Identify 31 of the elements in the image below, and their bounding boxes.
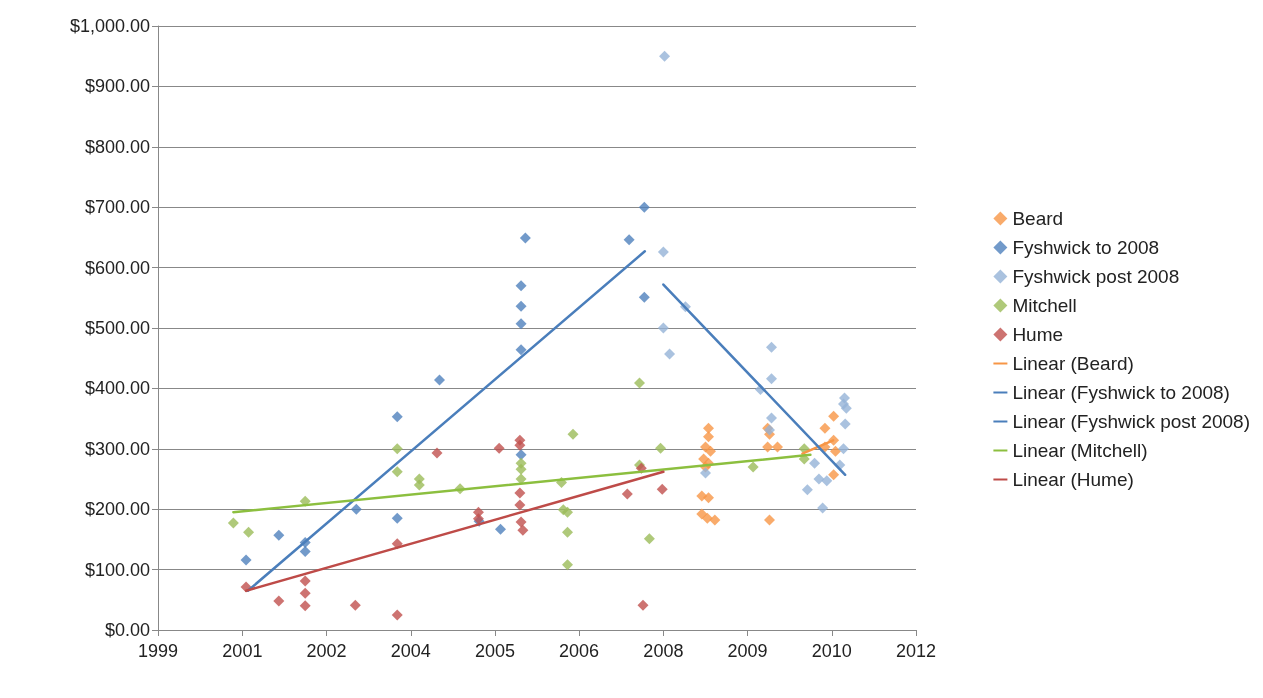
legend-label: Fyshwick post 2008 [1012, 266, 1180, 287]
legend-label: Fyshwick to 2008 [1012, 237, 1160, 258]
legend-label: Linear (Hume) [1012, 469, 1134, 490]
x-tick-label: 2005 [474, 641, 516, 661]
legend-label: Linear (Beard) [1012, 353, 1134, 374]
legend-label: Mitchell [1012, 295, 1077, 316]
y-tick-label: $900.00 [84, 76, 150, 97]
x-tick-label: 2002 [306, 641, 347, 661]
y-tick-label: $400.00 [84, 378, 150, 399]
x-tick-label: 1999 [137, 641, 179, 661]
y-tick-label: $800.00 [84, 136, 150, 157]
x-tick-label: 2004 [390, 641, 431, 661]
y-tick-label: $200.00 [84, 499, 150, 520]
y-tick-label: $300.00 [84, 438, 150, 459]
x-tick-label: 2010 [811, 641, 852, 661]
y-tick-label: $1,000.00 [69, 16, 150, 36]
x-tick-label: 2012 [895, 641, 937, 661]
y-tick-label: $500.00 [84, 318, 150, 338]
x-tick-label: 2009 [727, 641, 768, 661]
legend-label: Linear (Mitchell) [1012, 440, 1148, 461]
x-tick-label: 2001 [222, 641, 263, 661]
y-tick-label: $700.00 [84, 197, 150, 218]
x-tick-label: 2008 [643, 641, 684, 661]
legend-label: Linear (Fyshwick to 2008) [1012, 382, 1230, 403]
x-tick-label: 2006 [558, 641, 600, 661]
y-tick-label: $0.00 [104, 620, 150, 640]
legend-label: Beard [1012, 208, 1064, 229]
y-tick-label: $600.00 [84, 257, 150, 278]
legend-label: Hume [1012, 324, 1064, 345]
y-tick-label: $100.00 [84, 559, 150, 580]
legend-label: Linear (Fyshwick post 2008) [1012, 411, 1251, 432]
